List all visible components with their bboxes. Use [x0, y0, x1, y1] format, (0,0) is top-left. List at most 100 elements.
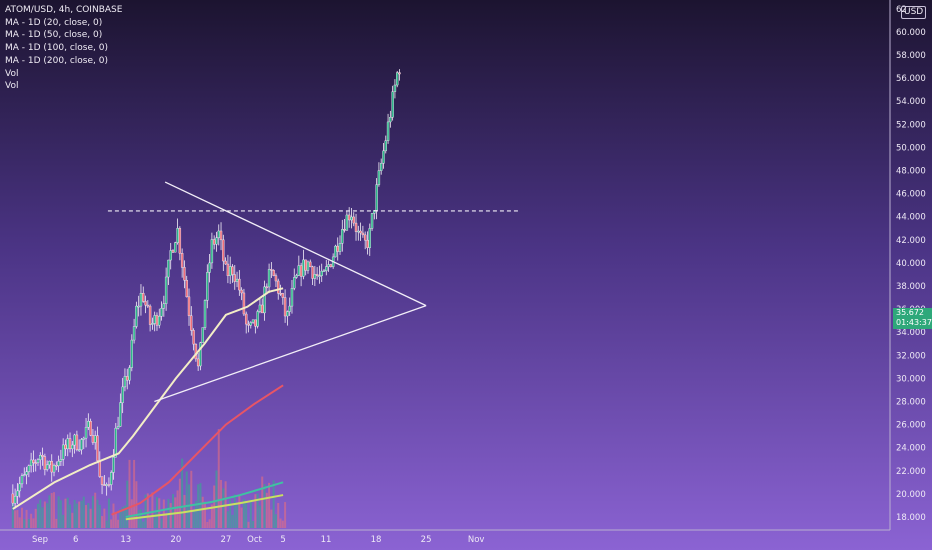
candle — [68, 438, 72, 450]
candle — [384, 140, 387, 152]
volume-bar — [210, 504, 213, 528]
candle — [110, 472, 113, 485]
legend-ma200[interactable]: MA - 1D (200, close, 0) — [5, 55, 108, 66]
volume-bar — [229, 499, 232, 528]
volume-bar — [75, 503, 78, 528]
volume-bar — [36, 503, 39, 528]
candle — [89, 421, 92, 436]
time-tick-label: 6 — [73, 535, 78, 545]
volume-bar — [258, 505, 261, 528]
candle — [379, 163, 383, 171]
volume-bar — [185, 471, 188, 528]
volume-bar — [226, 511, 229, 528]
candle — [373, 210, 376, 214]
candle — [194, 343, 198, 360]
candle — [247, 323, 250, 326]
time-tick-label: 13 — [120, 535, 131, 545]
candle — [45, 464, 49, 470]
trendlines[interactable] — [107, 181, 520, 403]
candle — [144, 301, 147, 306]
candle — [84, 426, 88, 439]
volume-bar — [107, 498, 110, 528]
candle — [228, 266, 232, 276]
candle — [212, 239, 216, 245]
legend-ma20[interactable]: MA - 1D (20, close, 0) — [5, 17, 103, 28]
time-tick-label: Oct — [247, 535, 262, 545]
candle — [119, 402, 122, 427]
candle — [270, 269, 273, 271]
candle-countdown: 01:43:37 — [896, 318, 932, 327]
price-tick-label: 56.000 — [896, 74, 926, 84]
legend-ma50[interactable]: MA - 1D (50, close, 0) — [5, 30, 103, 41]
legend-vol-1[interactable]: Vol — [5, 68, 19, 79]
moving-average-line[interactable] — [125, 481, 284, 518]
volume-bar — [91, 496, 94, 528]
volume-bar — [236, 504, 239, 528]
candle — [313, 274, 317, 279]
candle — [103, 484, 106, 486]
volume-bar — [217, 429, 220, 528]
volume-bar — [268, 482, 271, 528]
candle — [386, 121, 390, 141]
price-tick-label: 48.000 — [896, 167, 926, 177]
candle — [73, 434, 76, 446]
volume-bar — [101, 516, 104, 528]
lower-trendline[interactable] — [154, 305, 427, 403]
volume-bar — [11, 495, 14, 528]
volume-bar — [133, 459, 136, 528]
moving-average-line[interactable] — [111, 384, 284, 516]
candle — [105, 484, 108, 486]
volume-bar — [263, 484, 266, 528]
moving-average-line[interactable] — [125, 494, 284, 521]
candle — [320, 270, 323, 276]
price-tick-label: 18.000 — [896, 513, 926, 523]
candle — [238, 278, 241, 291]
moving-averages — [12, 287, 284, 521]
candle — [11, 493, 15, 504]
candle — [91, 435, 95, 443]
volume-bar — [245, 501, 248, 528]
volume-bar — [215, 470, 218, 528]
legend-vol-2[interactable]: Vol — [5, 81, 19, 92]
price-tick-label: 40.000 — [896, 259, 926, 269]
time-tick-label: Nov — [468, 535, 485, 545]
time-axis[interactable]: Sep 6 13 20 27 Oct 5 11 18 25 Nov — [32, 535, 484, 545]
currency-badge[interactable]: USD — [901, 6, 927, 19]
candle — [226, 263, 230, 276]
candle — [290, 288, 294, 307]
volume-bar — [55, 518, 58, 528]
candle — [272, 270, 275, 276]
volume-bar — [137, 509, 140, 528]
volume-bar — [130, 499, 133, 528]
volume-bar — [272, 480, 275, 528]
candle — [215, 237, 218, 245]
candle — [396, 72, 399, 86]
legend-ma100[interactable]: MA - 1D (100, close, 0) — [5, 43, 108, 54]
candle — [318, 275, 321, 277]
candle — [178, 228, 182, 254]
candle — [261, 304, 264, 314]
candle — [50, 460, 53, 473]
volume-bar — [82, 496, 85, 528]
candle — [153, 315, 156, 324]
candle — [201, 327, 204, 343]
volume-bar — [110, 519, 113, 528]
price-tick-label: 32.000 — [896, 351, 926, 361]
volume-bar — [121, 506, 124, 528]
price-axis[interactable]: 18.000 20.000 22.000 24.000 26.000 28.000 30.0… — [896, 5, 926, 523]
legend-symbol[interactable]: ATOM/USD, 4h, COINBASE — [5, 5, 123, 15]
volume-bar — [73, 499, 76, 528]
moving-average-line[interactable] — [12, 287, 284, 510]
time-tick-label: 25 — [421, 535, 432, 545]
candle — [32, 459, 35, 463]
candle — [183, 267, 186, 281]
candle — [322, 270, 326, 273]
price-tick-label: 52.000 — [896, 120, 926, 130]
candle — [286, 311, 289, 317]
volume-bar — [194, 500, 197, 528]
volume-bar — [231, 514, 234, 528]
candle — [283, 297, 287, 317]
upper-trendline[interactable] — [164, 181, 427, 307]
